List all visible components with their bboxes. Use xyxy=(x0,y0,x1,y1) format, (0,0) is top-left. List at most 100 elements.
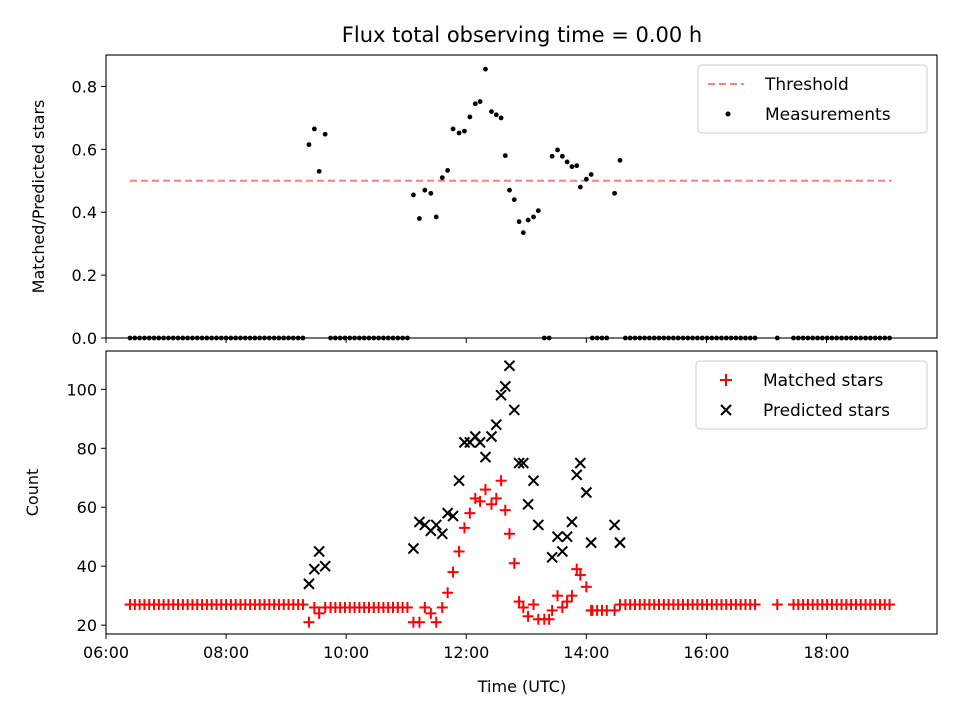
measurement-point-76 xyxy=(507,187,512,193)
top-ytick-label-3: 0.6 xyxy=(72,140,97,159)
measurement-point-86 xyxy=(555,147,560,153)
bottom-ytick-label-0: 20 xyxy=(77,616,97,635)
matched-point-85 xyxy=(546,604,558,616)
bottom-y-axis-label: Count xyxy=(23,469,42,517)
matched-point-67 xyxy=(458,522,470,534)
matched-point-60 xyxy=(419,601,431,613)
predicted-point-26 xyxy=(522,498,534,510)
bottom-ytick-label-2: 60 xyxy=(77,498,97,517)
measurement-point-82 xyxy=(535,208,541,214)
matched-point-77 xyxy=(508,557,520,569)
predicted-point-30 xyxy=(551,531,564,543)
predicted-point-0 xyxy=(303,578,315,590)
matched-point-128 xyxy=(771,599,783,611)
matched-point-70 xyxy=(474,495,486,507)
top-ytick-label-4: 0.8 xyxy=(72,77,97,96)
predicted-point-17 xyxy=(479,451,492,463)
legend-threshold-label: Threshold xyxy=(764,75,849,95)
predicted-point-35 xyxy=(574,457,587,469)
measurement-point-85 xyxy=(549,153,555,159)
predicted-point-21 xyxy=(499,380,511,393)
measurement-point-62 xyxy=(433,214,439,220)
matched-point-71 xyxy=(479,484,491,496)
matched-point-75 xyxy=(499,504,511,516)
measurement-point-75 xyxy=(502,153,508,159)
matched-point-68 xyxy=(464,507,476,519)
measurement-point-38 xyxy=(311,126,317,132)
measurement-point-39 xyxy=(316,168,322,174)
measurement-point-89 xyxy=(569,164,575,170)
matched-point-86 xyxy=(552,590,564,602)
bottom-plot-area: 20 40 60 80 100 06:00 08:00 10:00 12:00 14:00 16:… xyxy=(66,350,938,662)
measurement-point-73 xyxy=(493,112,499,118)
matched-legend-marker xyxy=(720,374,732,386)
measurement-point-71 xyxy=(483,66,488,72)
predicted-point-18 xyxy=(485,430,498,443)
top-plot-area: 0.0 0.2 0.4 0.6 0.8 xyxy=(72,54,938,348)
predicted-point-38 xyxy=(608,519,621,531)
measurement-point-88 xyxy=(564,159,570,165)
measurement-point-58 xyxy=(411,192,416,198)
predicted-point-36 xyxy=(580,486,593,499)
matched-point-66 xyxy=(453,545,465,557)
predicted-point-22 xyxy=(503,360,516,372)
xtick-label-1: 08:00 xyxy=(203,643,249,662)
xtick-label-5: 16:00 xyxy=(683,643,729,662)
xtick-label-2: 10:00 xyxy=(323,643,369,662)
measurement-point-67 xyxy=(462,128,467,134)
predicted-point-37 xyxy=(585,536,597,549)
matched-point-87 xyxy=(556,601,568,613)
bottom-ytick-label-1: 40 xyxy=(77,557,97,576)
matched-point-127 xyxy=(749,599,761,611)
bottom-legend-frame xyxy=(695,360,928,430)
matched-point-81 xyxy=(528,599,540,611)
bottom-ytick-label-3: 80 xyxy=(77,439,97,458)
predicted-legend-marker xyxy=(720,404,732,416)
measurement-point-72 xyxy=(489,109,494,114)
predicted-point-39 xyxy=(614,536,626,549)
measurement-point-40 xyxy=(322,131,328,137)
x-axis-label: Time (UTC) xyxy=(477,677,566,696)
predicted-point-1 xyxy=(308,563,321,575)
matched-point-38 xyxy=(308,601,320,613)
matched-point-59 xyxy=(413,616,425,628)
measurement-point-93 xyxy=(588,172,594,177)
measurement-point-80 xyxy=(525,217,531,223)
predicted-point-34 xyxy=(571,469,583,481)
predicted-point-11 xyxy=(447,510,459,522)
legend-matched-label: Matched stars xyxy=(763,371,883,391)
predicted-point-23 xyxy=(508,404,521,416)
measurement-point-59 xyxy=(417,216,422,221)
predicted-point-12 xyxy=(453,475,465,487)
matched-point-149 xyxy=(884,599,896,611)
matched-point-36 xyxy=(297,599,309,611)
measurement-point-78 xyxy=(516,219,522,225)
matched-point-80 xyxy=(522,610,534,622)
measurement-point-99 xyxy=(617,157,623,163)
matched-point-57 xyxy=(401,601,413,613)
matched-point-63 xyxy=(436,601,448,613)
predicted-point-19 xyxy=(490,418,502,431)
bottom-legend: Matched stars Predicted stars xyxy=(695,360,928,430)
matched-point-79 xyxy=(517,601,529,613)
bottom-axes-frame xyxy=(105,350,938,635)
measurement-point-81 xyxy=(531,214,536,220)
matched-point-61 xyxy=(425,607,437,619)
predicted-point-8 xyxy=(430,519,442,531)
matched-point-84 xyxy=(543,613,555,625)
top-chart-title: Flux total observing time = 0.00 h xyxy=(342,23,702,47)
matched-point-89 xyxy=(566,590,578,602)
predicted-point-24 xyxy=(513,457,525,469)
measurement-point-66 xyxy=(456,130,462,136)
matched-point-98 xyxy=(609,604,621,616)
measurement-point-74 xyxy=(498,115,504,121)
predicted-point-28 xyxy=(532,519,545,531)
predicted-point-31 xyxy=(556,545,569,558)
measurement-point-61 xyxy=(428,190,434,196)
measurement-point-65 xyxy=(450,126,456,132)
matched-point-90 xyxy=(571,563,583,575)
top-legend-frame xyxy=(697,64,928,134)
legend-measurements-label: Measurements xyxy=(765,105,891,125)
measurement-point-77 xyxy=(511,197,517,203)
